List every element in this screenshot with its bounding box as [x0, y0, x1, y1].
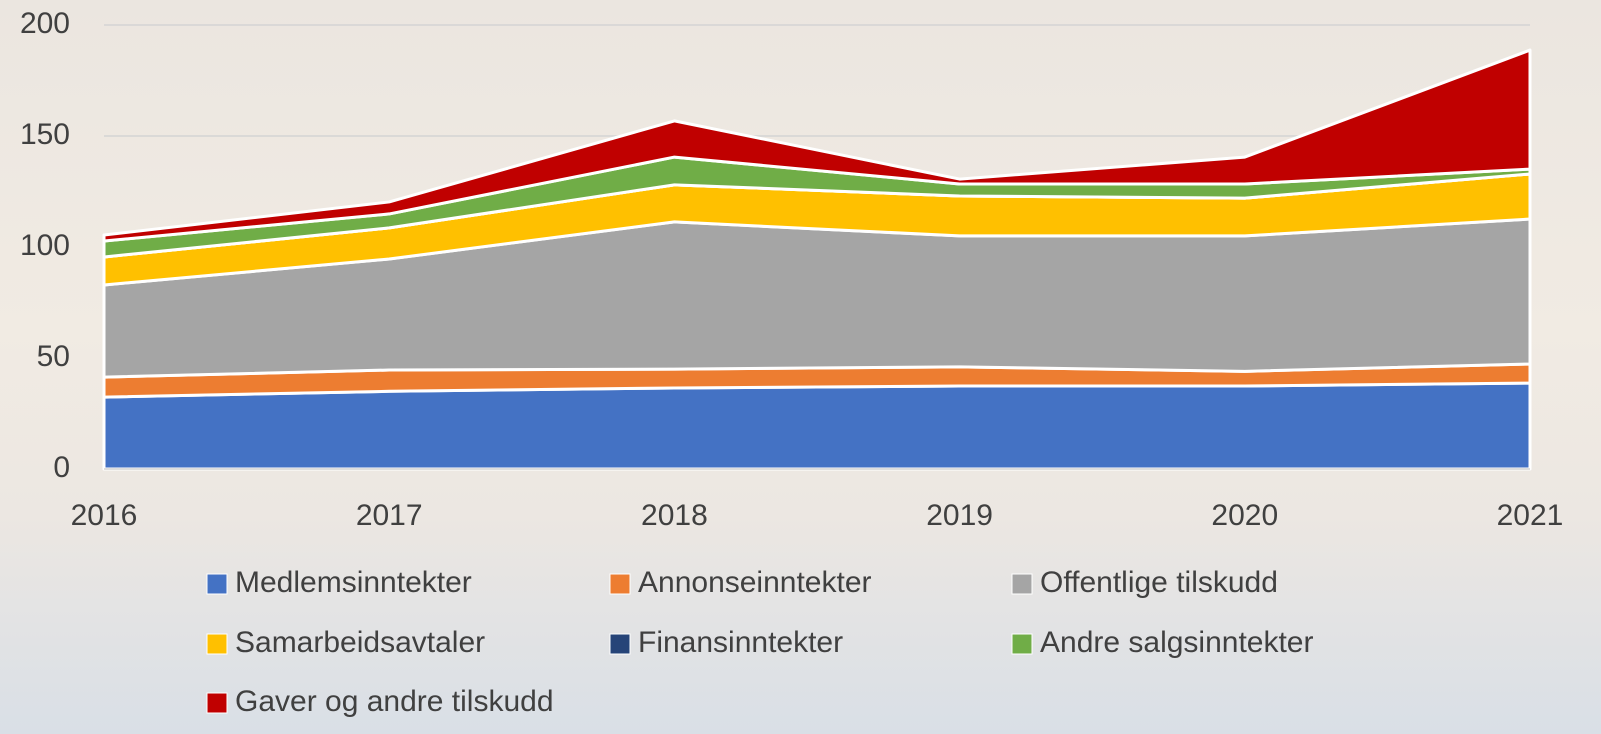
x-tick-label: 2021 [1497, 499, 1564, 532]
legend-swatch [1011, 633, 1033, 655]
legend-label: Medlemsinntekter [235, 566, 472, 599]
area [102, 48, 1532, 243]
x-tick-label: 2016 [71, 499, 138, 532]
legend-swatch [1011, 573, 1033, 595]
legend-swatch [206, 692, 228, 714]
legend-label: Finansinntekter [638, 626, 843, 659]
x-tick-label: 2019 [926, 499, 993, 532]
y-tick-label: 150 [20, 118, 70, 151]
legend-label: Samarbeidsavtaler [235, 626, 485, 659]
x-tick-label: 2017 [356, 499, 423, 532]
x-tick-label: 2020 [1211, 499, 1278, 532]
x-tick-label: 2018 [641, 499, 708, 532]
y-tick-label: 0 [53, 451, 70, 484]
area [102, 381, 1532, 471]
y-tick-label: 100 [20, 229, 70, 262]
legend-swatch [206, 573, 228, 595]
legend-label: Offentlige tilskudd [1040, 566, 1278, 599]
y-tick-label: 50 [37, 340, 70, 373]
legend-swatch [609, 573, 631, 595]
y-tick-label: 200 [20, 7, 70, 40]
legend-label: Andre salgsinntekter [1040, 626, 1314, 659]
legend-swatch [206, 633, 228, 655]
legend-swatch [609, 633, 631, 655]
legend-label: Annonseinntekter [638, 566, 872, 599]
legend-label: Gaver og andre tilskudd [235, 685, 554, 718]
